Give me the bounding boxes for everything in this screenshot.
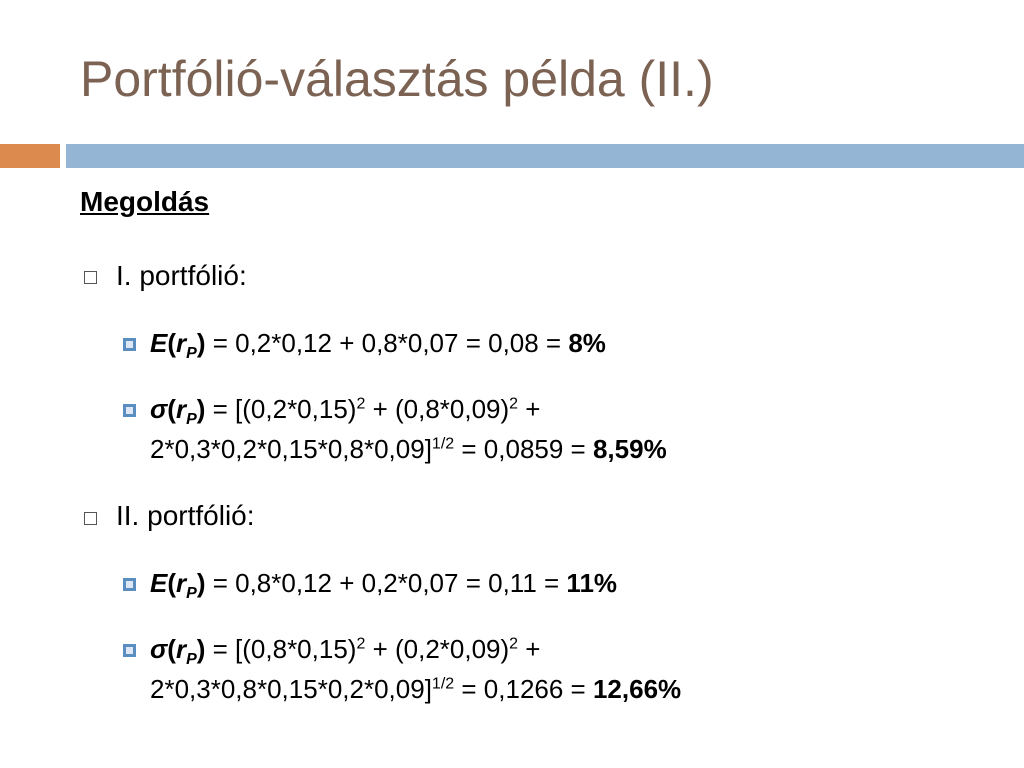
run: P	[186, 345, 197, 363]
formula: σ(rP) = [(0,8*0,15)2 + (0,2*0,09)2 +	[150, 634, 541, 669]
bullet	[123, 578, 136, 591]
run: P	[186, 651, 197, 669]
run: 2	[356, 635, 366, 653]
run: σ	[150, 634, 168, 664]
run: = [(0,8*0,15)	[205, 634, 357, 664]
run: = 0,1266 =	[454, 674, 593, 704]
run: 12,66%	[592, 674, 682, 704]
run: r	[175, 634, 187, 664]
bullet	[84, 512, 97, 525]
run: 2*0,3*0,2*0,15*0,8*0,09]	[150, 434, 432, 464]
run: 2*0,3*0,8*0,15*0,2*0,09]	[150, 674, 432, 704]
bullet	[84, 271, 97, 284]
run: 8%	[568, 328, 606, 358]
bullet	[123, 644, 136, 657]
run: σ	[150, 394, 168, 424]
run: )	[196, 394, 206, 424]
run: + (0,2*0,09)	[365, 634, 510, 664]
run: (	[167, 394, 176, 424]
run: 8,59%	[592, 434, 667, 464]
run: r	[175, 394, 187, 424]
run: P	[186, 585, 197, 603]
run: = 0,8*0,12 + 0,2*0,07 = 0,11 =	[205, 568, 567, 598]
heading: Megoldás	[80, 186, 210, 217]
run: = 0,0859 =	[454, 434, 593, 464]
run: E	[150, 328, 168, 358]
run: +	[518, 634, 541, 664]
run: r	[176, 328, 187, 358]
run: P	[186, 411, 197, 429]
run: (	[167, 634, 176, 664]
accent-bar	[0, 144, 60, 168]
formula: 2*0,3*0,2*0,15*0,8*0,09]1/2 = 0,0859 = 8…	[150, 434, 667, 465]
run: 2	[356, 395, 366, 413]
bullet	[123, 338, 136, 351]
run: +	[518, 394, 541, 424]
run: r	[176, 568, 187, 598]
section-label: II. portfólió:	[116, 500, 255, 531]
accent-bar	[66, 144, 1024, 168]
run: + (0,8*0,09)	[365, 394, 510, 424]
run: = [(0,2*0,15)	[205, 394, 357, 424]
run: )	[196, 634, 206, 664]
run: )	[196, 328, 206, 358]
run: = 0,2*0,12 + 0,8*0,07 = 0,08 =	[205, 328, 569, 358]
formula: σ(rP) = [(0,2*0,15)2 + (0,8*0,09)2 +	[150, 394, 541, 429]
run: )	[196, 568, 206, 598]
run: E	[150, 568, 168, 598]
formula: E(rP) = 0,8*0,12 + 0,2*0,07 = 0,11 = 11%	[150, 568, 617, 603]
run: 2	[509, 395, 519, 413]
run: (	[167, 568, 177, 598]
run: (	[167, 328, 177, 358]
run: 11%	[566, 568, 618, 598]
run: 1/2	[431, 675, 455, 693]
section-label: I. portfólió:	[116, 260, 247, 291]
slide-title: Portfólió-választás példa (II.)	[80, 51, 714, 107]
formula: E(rP) = 0,2*0,12 + 0,8*0,07 = 0,08 = 8%	[150, 328, 606, 363]
bullet	[123, 404, 136, 417]
run: 1/2	[431, 435, 455, 453]
run: 2	[509, 635, 519, 653]
formula: 2*0,3*0,8*0,15*0,2*0,09]1/2 = 0,1266 = 1…	[150, 674, 681, 705]
